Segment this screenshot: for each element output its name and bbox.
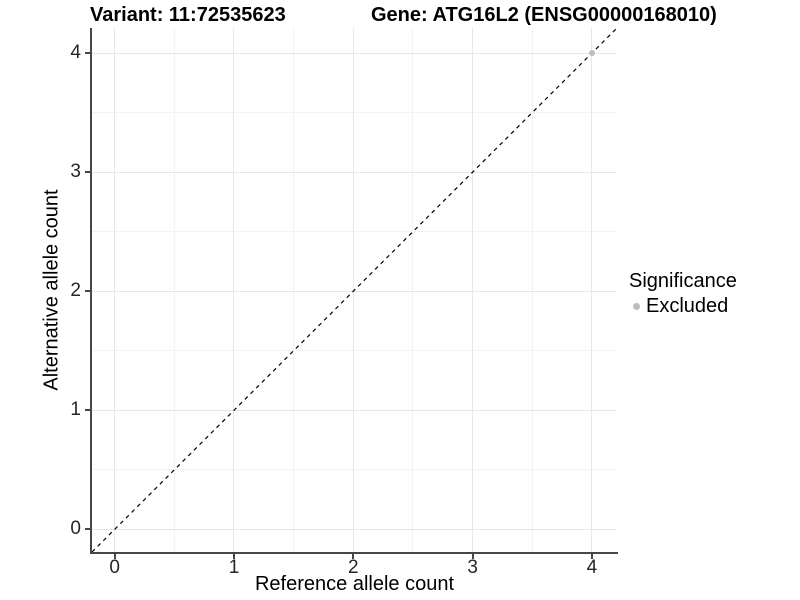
legend-item-excluded: Excluded bbox=[629, 295, 737, 317]
gridline-major-horizontal bbox=[92, 528, 617, 530]
gridline-major-vertical bbox=[472, 28, 474, 552]
gridline-major-horizontal bbox=[92, 409, 617, 411]
gridline-minor-vertical bbox=[412, 28, 414, 552]
gridline-major-horizontal bbox=[92, 52, 617, 54]
gridline-major-horizontal bbox=[92, 290, 617, 292]
y-tick-label: 2 bbox=[70, 280, 81, 302]
identity-line bbox=[92, 28, 617, 552]
plot-title-gene: Gene: ATG16L2 (ENSG00000168010) bbox=[371, 4, 717, 26]
x-tick-label: 3 bbox=[467, 557, 478, 578]
x-tick-label: 0 bbox=[109, 557, 120, 578]
legend-point-icon bbox=[633, 302, 640, 310]
gridline-major-vertical bbox=[591, 28, 593, 552]
gridline-minor-vertical bbox=[173, 28, 175, 552]
x-tick-mark bbox=[113, 554, 116, 559]
y-tick-mark bbox=[85, 290, 90, 293]
plot-title-variant: Variant: 11:72535623 bbox=[90, 4, 286, 26]
legend: Significance Excluded bbox=[629, 269, 737, 317]
y-tick-mark bbox=[85, 528, 90, 531]
y-tick-label: 3 bbox=[70, 161, 81, 183]
plot-panel bbox=[92, 28, 617, 552]
x-tick-mark bbox=[352, 554, 355, 559]
y-tick-mark bbox=[85, 171, 90, 174]
y-tick-mark bbox=[85, 52, 90, 54]
gridline-major-horizontal bbox=[92, 171, 617, 173]
x-tick-mark bbox=[471, 554, 474, 559]
gridline-minor-horizontal bbox=[92, 112, 617, 114]
legend-item-label: Excluded bbox=[646, 295, 729, 317]
legend-title: Significance bbox=[629, 270, 737, 292]
y-tick-label: 4 bbox=[70, 42, 81, 63]
gridline-minor-vertical bbox=[531, 28, 533, 552]
x-tick-mark bbox=[590, 554, 593, 559]
x-tick-label: 4 bbox=[586, 557, 598, 578]
y-tick-label: 0 bbox=[70, 518, 81, 540]
gridline-minor-horizontal bbox=[92, 469, 617, 471]
gridline-major-vertical bbox=[352, 28, 354, 552]
gridline-major-vertical bbox=[233, 28, 235, 552]
gridline-major-vertical bbox=[114, 28, 116, 552]
x-tick-label: 1 bbox=[228, 557, 240, 578]
x-axis-line bbox=[90, 552, 618, 554]
y-tick-label: 1 bbox=[70, 399, 81, 421]
x-tick-label: 2 bbox=[348, 557, 359, 578]
gridline-minor-horizontal bbox=[92, 350, 617, 352]
y-tick-mark bbox=[85, 409, 90, 412]
gridline-minor-horizontal bbox=[92, 231, 617, 233]
gridline-minor-vertical bbox=[293, 28, 295, 552]
data-point-excluded bbox=[588, 50, 595, 56]
y-axis-line bbox=[90, 28, 92, 554]
x-tick-mark bbox=[232, 554, 235, 559]
x-axis-title: Reference allele count bbox=[254, 573, 454, 595]
